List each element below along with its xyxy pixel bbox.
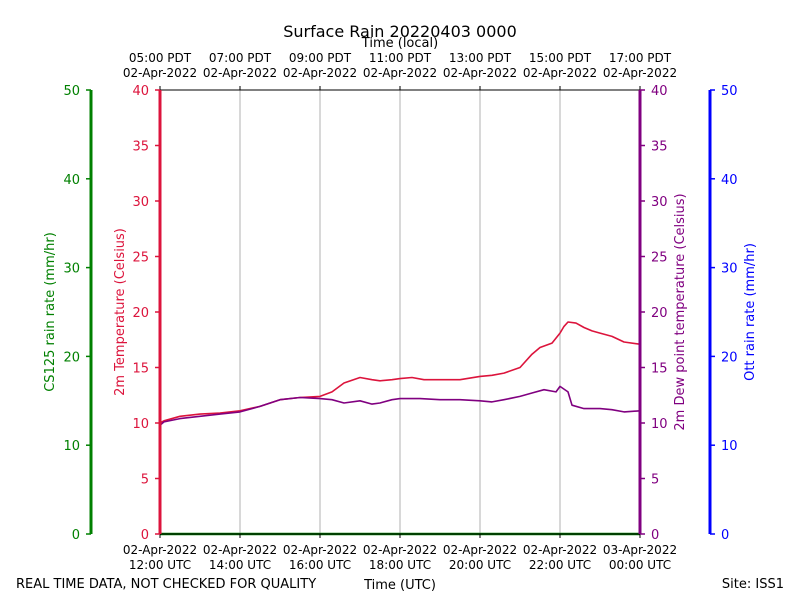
- x-tick-utc-date: 02-Apr-2022: [523, 543, 597, 557]
- x-tick-utc-date: 02-Apr-2022: [283, 543, 357, 557]
- temperature-y-tick-label: 5: [141, 473, 149, 488]
- temperature-y-tick-label: 15: [132, 362, 149, 377]
- cs125-y-tick-label: 10: [63, 439, 80, 454]
- dewpoint-y-tick-label: 25: [651, 251, 668, 266]
- cs125-y-tick-label: 20: [63, 350, 80, 365]
- temperature-y-tick-label: 35: [132, 140, 149, 155]
- dewpoint-y-tick-label: 40: [651, 84, 668, 99]
- x-tick-local-time: 17:00 PDT: [609, 51, 672, 65]
- x-tick-utc-time: 22:00 UTC: [529, 558, 591, 572]
- bottom-axis-title: Time (UTC): [363, 578, 436, 593]
- x-tick-utc-time: 20:00 UTC: [449, 558, 511, 572]
- quality-disclaimer: REAL TIME DATA, NOT CHECKED FOR QUALITY: [16, 577, 316, 592]
- dewpoint-y-tick-label: 0: [651, 528, 659, 543]
- x-tick-utc-date: 02-Apr-2022: [203, 543, 277, 557]
- temperature-y-tick-label: 25: [132, 251, 149, 266]
- gridlines: [239, 90, 561, 534]
- x-tick-local-date: 02-Apr-2022: [283, 66, 357, 80]
- x-tick-utc-time: 00:00 UTC: [609, 558, 671, 572]
- x-tick-utc-date: 02-Apr-2022: [363, 543, 437, 557]
- ott-y-tick-label: 50: [721, 84, 738, 99]
- site-label: Site: ISS1: [722, 577, 784, 592]
- temperature-y-tick-label: 40: [132, 84, 149, 99]
- x-tick-utc-time: 14:00 UTC: [209, 558, 271, 572]
- cs125-y-tick-label: 40: [63, 173, 80, 188]
- x-tick-utc-date: 02-Apr-2022: [123, 543, 197, 557]
- x-tick-local-date: 02-Apr-2022: [123, 66, 197, 80]
- x-tick-utc-date: 02-Apr-2022: [443, 543, 517, 557]
- cs125-y-tick-label: 50: [63, 84, 80, 99]
- x-tick-local-date: 02-Apr-2022: [603, 66, 677, 80]
- x-tick-utc-time: 12:00 UTC: [129, 558, 191, 572]
- chart-title: Surface Rain 20220403 0000: [283, 22, 517, 41]
- series-line-dewpoint: [159, 385, 641, 426]
- cs125-y-tick-label: 30: [63, 262, 80, 277]
- x-tick-local-date: 02-Apr-2022: [443, 66, 517, 80]
- dewpoint-y-tick-label: 20: [651, 306, 668, 321]
- ott-y-tick-label: 40: [721, 173, 738, 188]
- temperature-axis-label: 2m Temperature (Celsius): [113, 228, 128, 396]
- cs125-y-tick-label: 0: [72, 528, 80, 543]
- x-tick-local-time: 15:00 PDT: [529, 51, 592, 65]
- x-tick-local-time: 09:00 PDT: [289, 51, 352, 65]
- dewpoint-y-tick-label: 5: [651, 473, 659, 488]
- x-tick-local-date: 02-Apr-2022: [523, 66, 597, 80]
- temperature-y-tick-label: 0: [141, 528, 149, 543]
- x-tick-utc-time: 16:00 UTC: [289, 558, 351, 572]
- x-tick-utc-date: 03-Apr-2022: [603, 543, 677, 557]
- ott-y-tick-label: 20: [721, 350, 738, 365]
- x-tick-utc-time: 18:00 UTC: [369, 558, 431, 572]
- x-tick-local-time: 05:00 PDT: [129, 51, 192, 65]
- dewpoint-axis-label: 2m Dew point temperature (Celsius): [673, 193, 688, 430]
- temperature-y-tick-label: 10: [132, 417, 149, 432]
- cs125-axis-label: CS125 rain rate (mm/hr): [43, 232, 58, 392]
- x-tick-local-date: 02-Apr-2022: [363, 66, 437, 80]
- dewpoint-y-tick-label: 35: [651, 140, 668, 155]
- temperature-y-tick-label: 20: [132, 306, 149, 321]
- x-tick-local-time: 07:00 PDT: [209, 51, 272, 65]
- dewpoint-y-tick-label: 15: [651, 362, 668, 377]
- dewpoint-y-tick-label: 10: [651, 417, 668, 432]
- ott-y-tick-label: 10: [721, 439, 738, 454]
- top-axis-title: Time (local): [361, 36, 438, 51]
- ott-y-tick-label: 30: [721, 262, 738, 277]
- ott-y-tick-label: 0: [721, 528, 729, 543]
- dewpoint-y-tick-label: 30: [651, 195, 668, 210]
- x-tick-local-time: 13:00 PDT: [449, 51, 512, 65]
- x-tick-local-date: 02-Apr-2022: [203, 66, 277, 80]
- temperature-y-tick-label: 30: [132, 195, 149, 210]
- ott-axis-label: Ott rain rate (mm/hr): [743, 243, 758, 381]
- x-tick-local-time: 11:00 PDT: [369, 51, 432, 65]
